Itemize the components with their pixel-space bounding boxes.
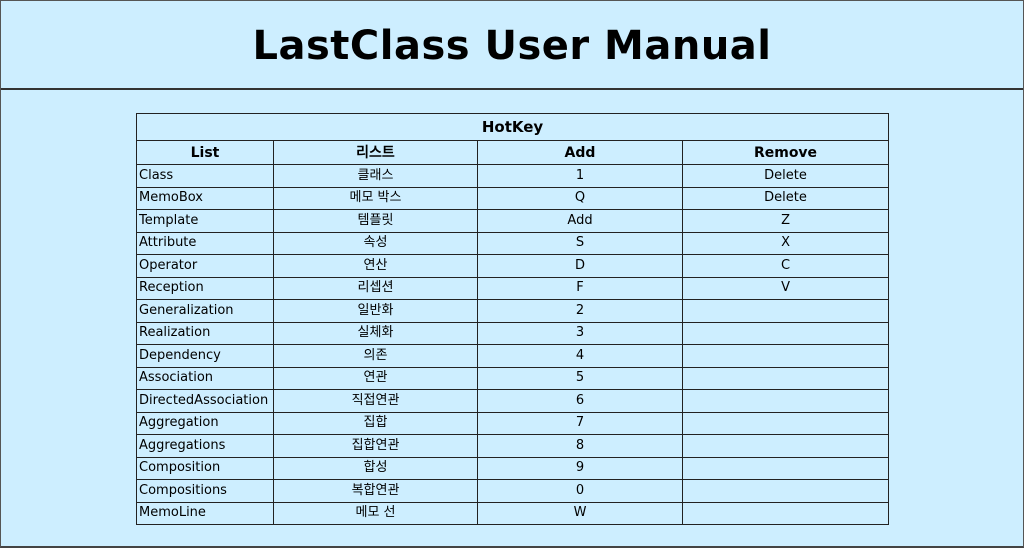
- cell-list: Composition: [136, 456, 274, 480]
- table-row: Association 연관 5: [136, 366, 890, 390]
- page-title: LastClass User Manual: [252, 23, 772, 69]
- cell-list: MemoLine: [136, 501, 274, 525]
- cell-list: Operator: [136, 254, 274, 278]
- table-row: Aggregation 집합 7: [136, 411, 890, 435]
- cell-korean: 속성: [273, 231, 478, 255]
- cell-korean: 합성: [273, 456, 478, 480]
- cell-korean: 집합: [273, 411, 478, 435]
- table-body: Class 클래스 1 Delete MemoBox 메모 박스 Q Delete Templa…: [136, 164, 890, 525]
- cell-list: Class: [136, 164, 274, 188]
- cell-add-key: 5: [477, 366, 683, 390]
- table-row: Compositions 복합연관 0: [136, 479, 890, 503]
- cell-remove-key: [681, 434, 890, 458]
- cell-remove-key: [681, 366, 890, 390]
- table-row: Template 템플릿 Add Z: [136, 209, 890, 233]
- cell-korean: 메모 선: [273, 501, 478, 525]
- cell-remove-key: [681, 299, 890, 323]
- table-caption: HotKey: [135, 113, 890, 141]
- cell-korean: 직접연관: [273, 389, 478, 413]
- cell-korean: 템플릿: [273, 209, 478, 233]
- cell-remove-key: [681, 479, 890, 503]
- cell-korean: 메모 박스: [273, 186, 478, 210]
- cell-korean: 클래스: [273, 164, 478, 188]
- table-row: Composition 합성 9: [136, 456, 890, 480]
- cell-list: Template: [136, 209, 274, 233]
- cell-list: Dependency: [136, 344, 274, 368]
- column-header-remove: Remove: [681, 140, 890, 165]
- cell-remove-key: V: [681, 276, 890, 300]
- cell-list: Generalization: [136, 299, 274, 323]
- cell-korean: 연산: [273, 254, 478, 278]
- cell-add-key: 0: [477, 479, 683, 503]
- cell-korean: 일반화: [273, 299, 478, 323]
- cell-remove-key: [681, 321, 890, 345]
- cell-remove-key: [681, 501, 890, 525]
- cell-add-key: Q: [477, 186, 683, 210]
- cell-list: Aggregation: [136, 411, 274, 435]
- column-header-korean: 리스트: [273, 140, 478, 165]
- page-header: LastClass User Manual: [0, 0, 1024, 90]
- cell-add-key: S: [477, 231, 683, 255]
- table-caption-row: HotKey: [135, 113, 890, 141]
- cell-korean: 실체화: [273, 321, 478, 345]
- cell-add-key: F: [477, 276, 683, 300]
- table-header-row: List 리스트 Add Remove: [136, 140, 890, 165]
- cell-add-key: 1: [477, 164, 683, 188]
- cell-list: Attribute: [136, 231, 274, 255]
- cell-add-key: 9: [477, 456, 683, 480]
- cell-add-key: W: [477, 501, 683, 525]
- cell-add-key: 6: [477, 389, 683, 413]
- cell-list: Compositions: [136, 479, 274, 503]
- cell-list: Reception: [136, 276, 274, 300]
- column-header-list: List: [136, 140, 274, 165]
- cell-add-key: 2: [477, 299, 683, 323]
- hotkey-table: HotKey List 리스트 Add Remove Class 클래스 1 Dele…: [135, 113, 890, 525]
- cell-remove-key: [681, 389, 890, 413]
- table-row: Class 클래스 1 Delete: [136, 164, 890, 188]
- table-row: MemoBox 메모 박스 Q Delete: [136, 186, 890, 210]
- column-header-add: Add: [477, 140, 683, 165]
- cell-add-key: 7: [477, 411, 683, 435]
- cell-list: DirectedAssociation: [136, 389, 274, 413]
- table-row: Aggregations 집합연관 8: [136, 434, 890, 458]
- cell-list: MemoBox: [136, 186, 274, 210]
- cell-remove-key: Z: [681, 209, 890, 233]
- cell-list: Aggregations: [136, 434, 274, 458]
- table-row: Realization 실체화 3: [136, 321, 890, 345]
- table-row: Dependency 의존 4: [136, 344, 890, 368]
- cell-list: Realization: [136, 321, 274, 345]
- cell-add-key: 3: [477, 321, 683, 345]
- cell-add-key: 8: [477, 434, 683, 458]
- cell-remove-key: C: [681, 254, 890, 278]
- table-row: Attribute 속성 S X: [136, 231, 890, 255]
- cell-korean: 리셉션: [273, 276, 478, 300]
- cell-korean: 복합연관: [273, 479, 478, 503]
- cell-remove-key: Delete: [681, 164, 890, 188]
- cell-remove-key: [681, 456, 890, 480]
- table-row: DirectedAssociation 직접연관 6: [136, 389, 890, 413]
- table-row: Reception 리셉션 F V: [136, 276, 890, 300]
- cell-remove-key: Delete: [681, 186, 890, 210]
- cell-remove-key: [681, 411, 890, 435]
- cell-add-key: Add: [477, 209, 683, 233]
- cell-list: Association: [136, 366, 274, 390]
- cell-add-key: D: [477, 254, 683, 278]
- cell-korean: 집합연관: [273, 434, 478, 458]
- cell-remove-key: X: [681, 231, 890, 255]
- cell-korean: 연관: [273, 366, 478, 390]
- table-row: Generalization 일반화 2: [136, 299, 890, 323]
- table-row: Operator 연산 D C: [136, 254, 890, 278]
- cell-add-key: 4: [477, 344, 683, 368]
- cell-remove-key: [681, 344, 890, 368]
- cell-korean: 의존: [273, 344, 478, 368]
